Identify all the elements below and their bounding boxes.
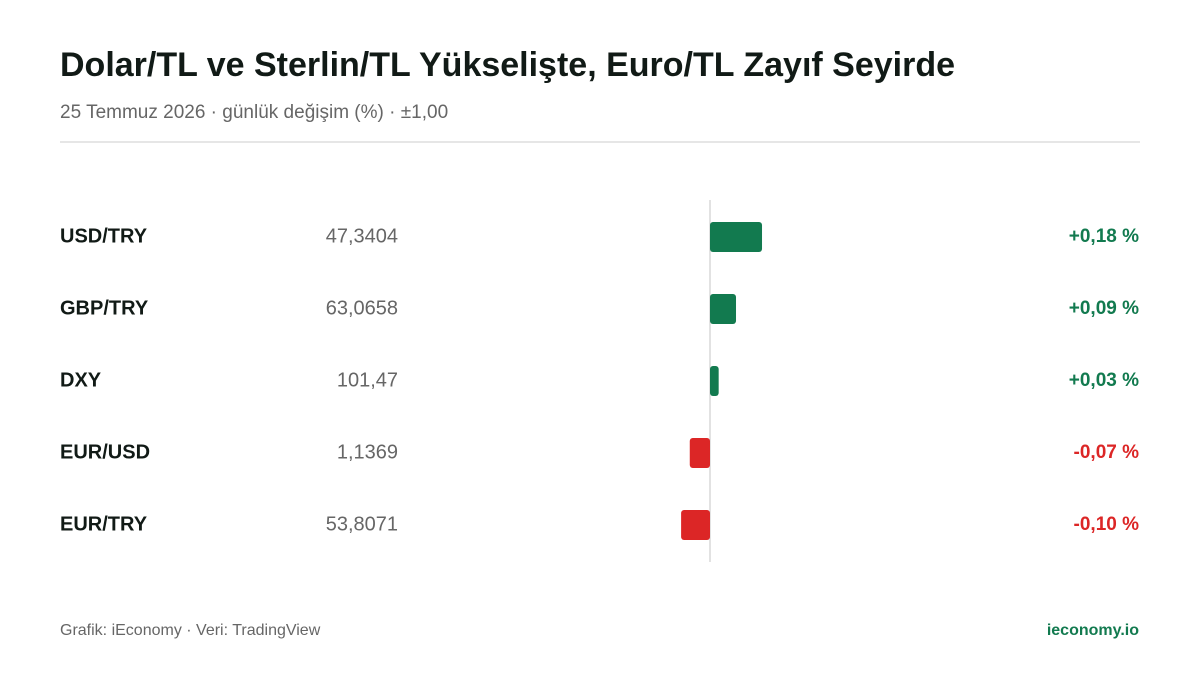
chart-subtitle: 25 Temmuz 2026 · günlük değişim (%) · ±1… xyxy=(60,102,448,123)
price-label: 1,1369 xyxy=(337,441,398,463)
bar xyxy=(681,510,710,540)
bar xyxy=(710,366,719,396)
category-label: EUR/TRY xyxy=(60,513,148,535)
bar xyxy=(710,222,763,252)
bar xyxy=(689,438,710,468)
value-label: -0,07 % xyxy=(1074,442,1140,463)
value-label: -0,10 % xyxy=(1074,514,1140,535)
value-label: +0,09 % xyxy=(1069,298,1139,319)
price-label: 53,8071 xyxy=(326,513,398,535)
category-label: EUR/USD xyxy=(60,441,150,463)
price-label: 47,3404 xyxy=(326,225,398,247)
value-label: +0,18 % xyxy=(1069,226,1139,247)
price-label: 63,0658 xyxy=(326,297,398,319)
category-label: DXY xyxy=(60,369,102,391)
source: ieconomy.io xyxy=(1047,622,1139,639)
footer: Grafik: iEconomy · Veri: TradingView xyxy=(60,622,321,639)
bar xyxy=(710,294,737,324)
value-label: +0,03 % xyxy=(1069,370,1139,391)
price-label: 101,47 xyxy=(337,369,398,391)
category-label: USD/TRY xyxy=(60,225,148,247)
chart-title: Dolar/TL ve Sterlin/TL Yükselişte, Euro/… xyxy=(60,46,955,84)
category-label: GBP/TRY xyxy=(60,297,149,319)
